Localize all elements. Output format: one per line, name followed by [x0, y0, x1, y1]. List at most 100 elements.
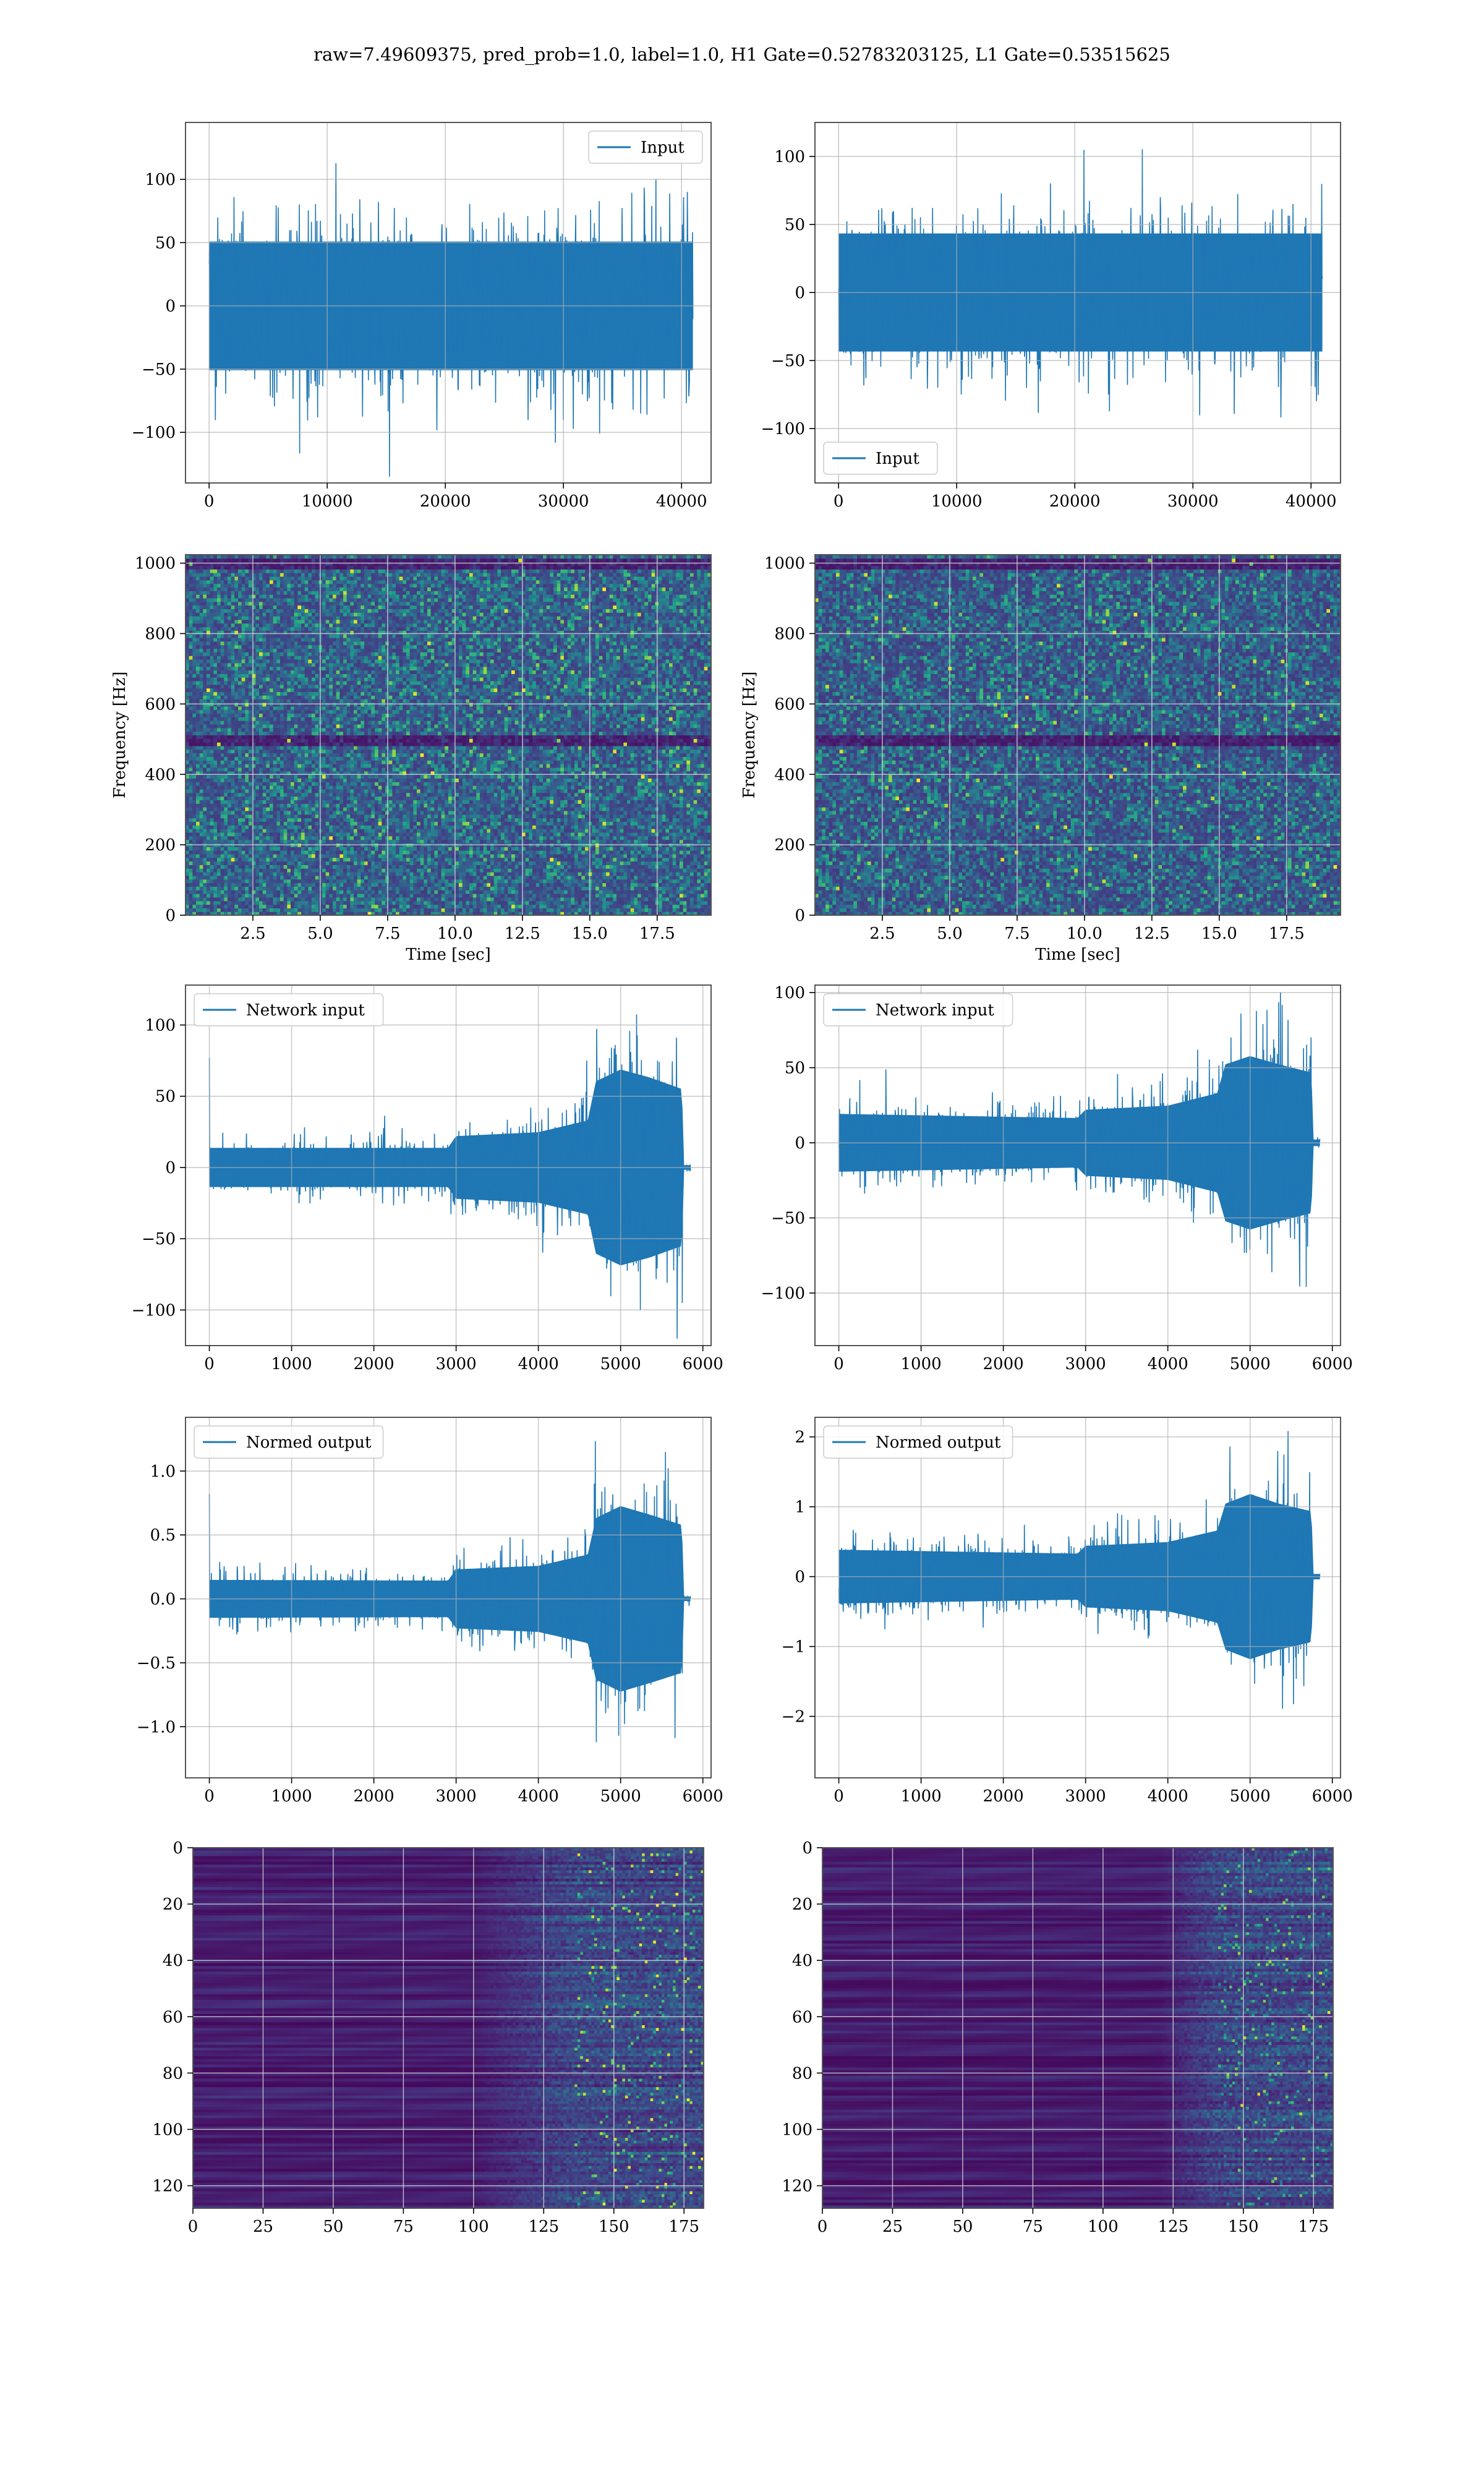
- spectrogram-cell: [480, 858, 484, 861]
- spectrogram-cell: [224, 872, 228, 876]
- spectrogram-cell: [213, 890, 217, 894]
- spectrogram-cell: [228, 814, 231, 818]
- spectrogram-cell: [662, 872, 666, 876]
- spectrogram-cell: [364, 814, 368, 818]
- spectrogram-cell: [297, 868, 301, 872]
- spectrogram-cell: [329, 818, 333, 822]
- spectrogram-cell: [255, 908, 259, 911]
- spectrogram-cell: [280, 883, 284, 887]
- spectrogram-cell: [392, 800, 396, 803]
- spectrogram-cell: [406, 854, 410, 858]
- spectrogram-cell: [641, 821, 645, 825]
- spectrogram-cell: [532, 861, 536, 865]
- spectrogram-cell: [445, 803, 448, 807]
- spectrogram-cell: [434, 876, 438, 879]
- spectrogram-cell: [557, 807, 561, 811]
- spectrogram-cell: [463, 879, 466, 883]
- spectrogram-cell: [547, 814, 550, 818]
- spectrogram-cell: [602, 876, 606, 879]
- spectrogram-cell: [701, 836, 704, 840]
- spectrogram-cell: [686, 897, 690, 901]
- spectrogram-cell: [228, 886, 231, 890]
- spectrogram-cell: [463, 821, 466, 825]
- spectrogram-cell: [434, 905, 438, 908]
- spectrogram-cell: [350, 890, 354, 894]
- spectrogram-cell: [652, 814, 655, 818]
- spectrogram-cell: [224, 821, 228, 825]
- spectrogram-cell: [560, 872, 564, 876]
- spectrogram-cell: [221, 861, 224, 865]
- spectrogram-cell: [368, 814, 372, 818]
- spectrogram-cell: [613, 807, 616, 811]
- spectrogram-cell: [680, 868, 683, 872]
- spectrogram-cell: [532, 807, 536, 811]
- spectrogram-cell: [364, 894, 368, 897]
- spectrogram-cell: [224, 818, 228, 822]
- spectrogram-cell: [350, 901, 354, 905]
- spectrogram-cell: [234, 796, 238, 800]
- spectrogram-cell: [701, 868, 704, 872]
- spectrogram-cell: [308, 872, 312, 876]
- spectrogram-cell: [438, 850, 441, 854]
- spectrogram-cell: [375, 825, 378, 829]
- spectrogram-cell: [371, 811, 375, 814]
- spectrogram-cell: [476, 811, 480, 814]
- spectrogram-cell: [336, 879, 340, 883]
- spectrogram-cell: [424, 883, 427, 887]
- spectrogram-cell: [505, 829, 508, 832]
- spectrogram-cell: [574, 901, 578, 905]
- spectrogram-cell: [581, 905, 585, 908]
- spectrogram-cell: [322, 803, 326, 807]
- spectrogram-cell: [315, 879, 319, 883]
- spectrogram-cell: [487, 832, 490, 836]
- spectrogram-cell: [648, 847, 652, 850]
- spectrogram-cell: [284, 800, 288, 803]
- spectrogram-cell: [192, 807, 196, 811]
- spectrogram-cell: [659, 829, 662, 832]
- y-tick-label: 50: [785, 216, 805, 234]
- spectrogram-cell: [526, 890, 529, 894]
- spectrogram-cell: [389, 803, 393, 807]
- spectrogram-cell: [589, 879, 592, 883]
- spectrogram-cell: [420, 872, 424, 876]
- spectrogram-cell: [287, 908, 291, 911]
- spectrogram-cell: [529, 854, 532, 858]
- spectrogram-cell: [242, 858, 245, 861]
- spectrogram-cell: [329, 811, 333, 814]
- spectrogram-cell: [441, 879, 445, 883]
- spectrogram-cell: [589, 818, 592, 822]
- spectrogram-cell: [326, 807, 330, 811]
- spectrogram-cell: [644, 897, 648, 901]
- spectrogram-cell: [623, 872, 627, 876]
- spectrogram-cell: [203, 879, 207, 883]
- spectrogram-cell: [526, 894, 529, 897]
- spectrogram-cell: [476, 861, 480, 865]
- x-tick-label: 40000: [656, 492, 707, 511]
- spectrogram-cell: [484, 836, 487, 840]
- spectrogram-cell: [511, 890, 515, 894]
- spectrogram-cell: [255, 821, 259, 825]
- spectrogram-cell: [539, 905, 543, 908]
- spectrogram-cell: [228, 850, 231, 854]
- spectrogram-cell: [217, 876, 221, 879]
- spectrogram-cell: [518, 858, 522, 861]
- spectrogram-cell: [441, 829, 445, 832]
- spectrogram-cell: [420, 886, 424, 890]
- spectrogram-cell: [578, 832, 582, 836]
- spectrogram-cell: [616, 858, 620, 861]
- spectrogram-cell: [564, 850, 568, 854]
- spectrogram-cell: [263, 821, 267, 825]
- spectrogram-cell: [638, 908, 641, 911]
- spectrogram-cell: [326, 886, 330, 890]
- spectrogram-cell: [634, 897, 638, 901]
- spectrogram-cell: [224, 854, 228, 858]
- spectrogram-cell: [494, 850, 498, 854]
- spectrogram-cell: [427, 886, 431, 890]
- spectrogram-cell: [382, 858, 385, 861]
- spectrogram-cell: [270, 829, 273, 832]
- spectrogram-cell: [385, 803, 389, 807]
- spectrogram-cell: [284, 890, 288, 894]
- spectrogram-cell: [350, 800, 354, 803]
- spectrogram-cell: [221, 879, 224, 883]
- spectrogram-cell: [448, 901, 452, 905]
